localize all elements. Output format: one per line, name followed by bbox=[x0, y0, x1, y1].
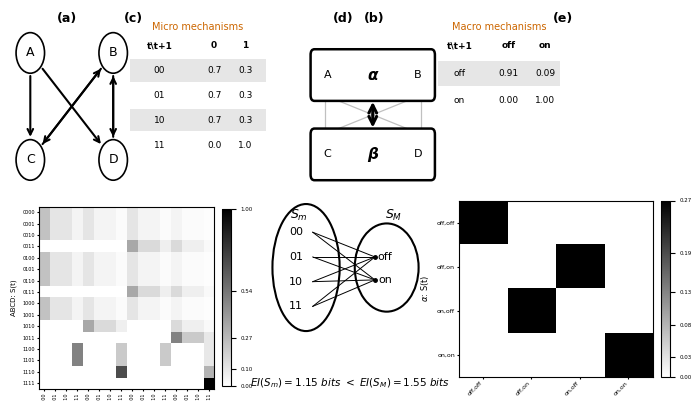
Text: 10: 10 bbox=[154, 116, 165, 125]
Text: 10: 10 bbox=[289, 277, 303, 287]
Text: C: C bbox=[26, 154, 35, 166]
Circle shape bbox=[16, 32, 45, 73]
Text: 0.3: 0.3 bbox=[238, 91, 253, 100]
Bar bbox=[130, 109, 266, 132]
Text: 11: 11 bbox=[289, 302, 303, 311]
Text: 0.00: 0.00 bbox=[498, 96, 519, 105]
Text: 1: 1 bbox=[242, 41, 248, 50]
Text: off: off bbox=[501, 41, 516, 50]
Text: 1.0: 1.0 bbox=[238, 141, 253, 150]
Text: 0.7: 0.7 bbox=[207, 66, 221, 75]
Text: t\t+1: t\t+1 bbox=[146, 41, 172, 50]
Circle shape bbox=[16, 140, 45, 180]
Text: (c): (c) bbox=[123, 12, 143, 25]
Text: A: A bbox=[323, 70, 331, 80]
Text: 0.7: 0.7 bbox=[207, 116, 221, 125]
Text: C: C bbox=[323, 150, 331, 159]
FancyBboxPatch shape bbox=[311, 49, 435, 101]
Text: 0.91: 0.91 bbox=[498, 69, 519, 78]
Text: off: off bbox=[454, 69, 466, 78]
Text: (a): (a) bbox=[57, 12, 76, 25]
Text: 0.7: 0.7 bbox=[207, 91, 221, 100]
Text: t\t+1: t\t+1 bbox=[447, 41, 473, 50]
Text: Macro mechanisms: Macro mechanisms bbox=[452, 22, 546, 32]
Text: 00: 00 bbox=[154, 66, 165, 75]
Text: 01: 01 bbox=[154, 91, 165, 100]
Text: D: D bbox=[108, 154, 118, 166]
Text: on: on bbox=[539, 41, 552, 50]
Text: β: β bbox=[368, 147, 378, 162]
Text: 01: 01 bbox=[289, 252, 303, 262]
Bar bbox=[130, 134, 266, 156]
Text: on: on bbox=[454, 96, 466, 105]
Text: off: off bbox=[377, 252, 393, 262]
Text: Micro mechanisms: Micro mechanisms bbox=[152, 22, 244, 32]
Text: A: A bbox=[26, 47, 34, 59]
FancyBboxPatch shape bbox=[311, 129, 435, 180]
Text: $EI(S_m) = 1.15\ bits\ <\ EI(S_M) = 1.55\ bits$: $EI(S_m) = 1.15\ bits\ <\ EI(S_M) = 1.55… bbox=[250, 376, 450, 390]
Text: 0.3: 0.3 bbox=[238, 116, 253, 125]
Text: 0.09: 0.09 bbox=[536, 69, 555, 78]
Bar bbox=[130, 59, 266, 82]
Text: (e): (e) bbox=[554, 12, 573, 25]
Text: on: on bbox=[378, 275, 392, 285]
Text: $S_m$: $S_m$ bbox=[290, 208, 308, 223]
Text: α: α bbox=[368, 67, 378, 83]
Text: (d): (d) bbox=[332, 12, 354, 25]
Circle shape bbox=[99, 140, 127, 180]
Text: 0.3: 0.3 bbox=[238, 66, 253, 75]
Bar bbox=[438, 89, 560, 113]
Text: B: B bbox=[109, 47, 118, 59]
Y-axis label: ABCD: S(t): ABCD: S(t) bbox=[10, 279, 17, 316]
Text: D: D bbox=[414, 150, 422, 159]
Text: 11: 11 bbox=[154, 141, 165, 150]
Y-axis label: $\alpha$: S(t): $\alpha$: S(t) bbox=[419, 275, 431, 302]
Text: (b): (b) bbox=[364, 12, 385, 25]
Text: 0.0: 0.0 bbox=[207, 141, 221, 150]
Text: $S_M$: $S_M$ bbox=[385, 208, 402, 223]
Text: 0: 0 bbox=[211, 41, 217, 50]
Text: 00: 00 bbox=[289, 227, 303, 237]
Bar bbox=[130, 84, 266, 107]
Bar bbox=[438, 61, 560, 86]
Text: 1.00: 1.00 bbox=[536, 96, 555, 105]
Text: B: B bbox=[414, 70, 422, 80]
Circle shape bbox=[99, 32, 127, 73]
